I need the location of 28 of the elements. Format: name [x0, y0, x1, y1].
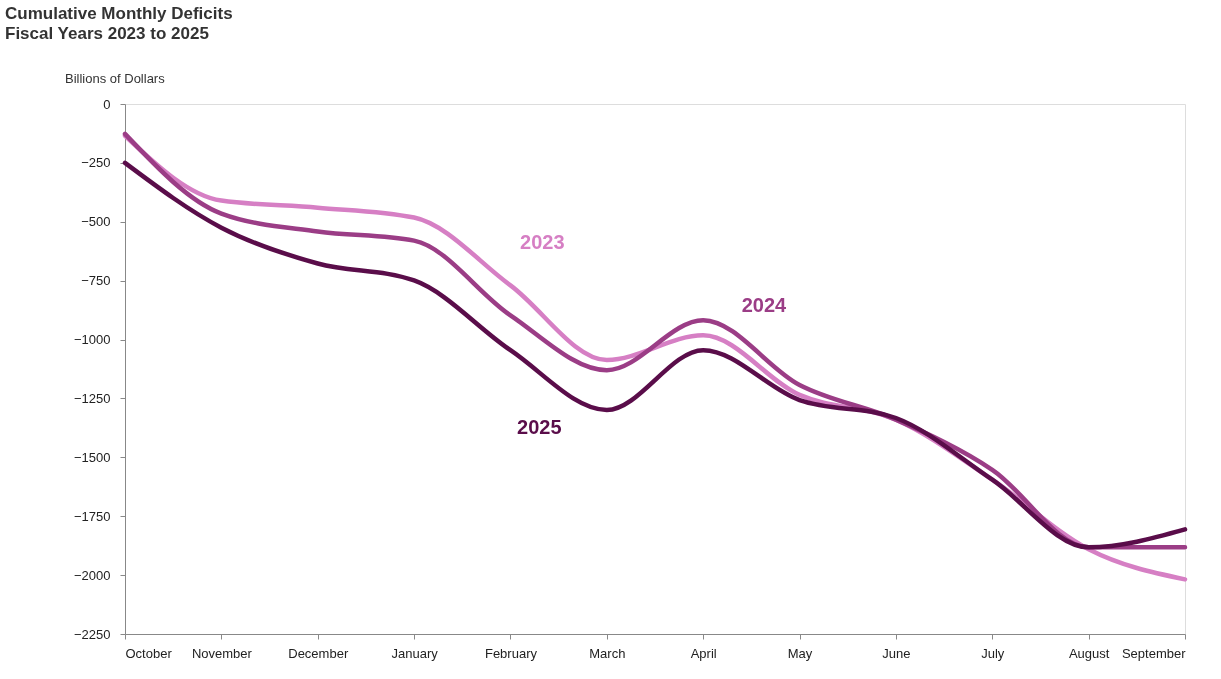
x-tick-label: March: [589, 645, 626, 661]
y-tick-label: −750: [81, 273, 111, 289]
x-tick-label: August: [1068, 645, 1110, 661]
y-tick-label: −1500: [73, 449, 111, 465]
x-tick-label: November: [191, 645, 253, 661]
y-tick-label: −1000: [73, 332, 111, 348]
y-tick-label: −2000: [73, 567, 111, 583]
series-label: 2024: [741, 294, 788, 317]
x-tick-label: December: [288, 645, 349, 661]
chart-subtitle: Fiscal Years 2023 to 2025: [5, 24, 209, 43]
y-tick-label: −1750: [73, 508, 111, 524]
chart-title: Cumulative Monthly Deficits: [5, 4, 233, 23]
y-tick-label: −500: [81, 214, 111, 230]
x-tick-label: May: [787, 645, 813, 661]
y-axis-title: Billions of Dollars: [65, 71, 166, 86]
x-tick-label: October: [125, 645, 173, 661]
y-tick-label: −1250: [73, 390, 111, 406]
series-label: 2023: [520, 230, 565, 253]
y-tick-label: −250: [81, 155, 111, 171]
x-tick-label: January: [391, 645, 439, 661]
x-tick-label: September: [1121, 645, 1187, 661]
x-tick-label: April: [690, 645, 717, 661]
x-tick-label: July: [981, 645, 1005, 661]
x-tick-label: June: [882, 645, 911, 661]
y-tick-label: −2250: [73, 626, 111, 642]
y-tick-label: 0: [103, 96, 111, 112]
series-label: 2025: [517, 416, 562, 439]
x-tick-label: February: [484, 645, 538, 661]
